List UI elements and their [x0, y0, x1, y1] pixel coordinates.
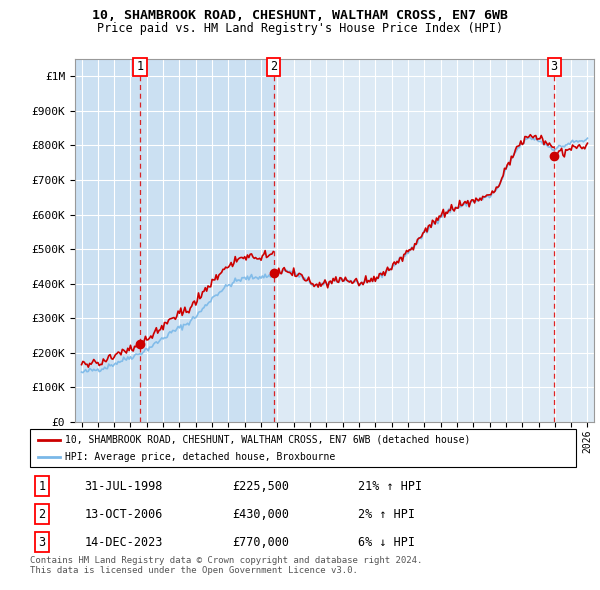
Text: 14-DEC-2023: 14-DEC-2023	[85, 536, 163, 549]
Text: 3: 3	[38, 536, 46, 549]
Bar	[75, 59, 274, 422]
Text: £225,500: £225,500	[232, 480, 289, 493]
Text: 6% ↓ HPI: 6% ↓ HPI	[358, 536, 415, 549]
Text: 2: 2	[38, 508, 46, 521]
Text: 10, SHAMBROOK ROAD, CHESHUNT, WALTHAM CROSS, EN7 6WB: 10, SHAMBROOK ROAD, CHESHUNT, WALTHAM CR…	[92, 9, 508, 22]
Text: Contains HM Land Registry data © Crown copyright and database right 2024.: Contains HM Land Registry data © Crown c…	[30, 556, 422, 565]
Text: £770,000: £770,000	[232, 536, 289, 549]
Bar	[554, 59, 594, 422]
Text: 1: 1	[136, 61, 143, 74]
Text: 2% ↑ HPI: 2% ↑ HPI	[358, 508, 415, 521]
Text: 2: 2	[271, 61, 277, 74]
Text: 31-JUL-1998: 31-JUL-1998	[85, 480, 163, 493]
Text: 10, SHAMBROOK ROAD, CHESHUNT, WALTHAM CROSS, EN7 6WB (detached house): 10, SHAMBROOK ROAD, CHESHUNT, WALTHAM CR…	[65, 435, 471, 445]
Text: 21% ↑ HPI: 21% ↑ HPI	[358, 480, 422, 493]
Text: Price paid vs. HM Land Registry's House Price Index (HPI): Price paid vs. HM Land Registry's House …	[97, 22, 503, 35]
Text: HPI: Average price, detached house, Broxbourne: HPI: Average price, detached house, Brox…	[65, 453, 336, 463]
Text: This data is licensed under the Open Government Licence v3.0.: This data is licensed under the Open Gov…	[30, 566, 358, 575]
Text: £430,000: £430,000	[232, 508, 289, 521]
Text: 3: 3	[551, 61, 558, 74]
Text: 1: 1	[38, 480, 46, 493]
Text: 13-OCT-2006: 13-OCT-2006	[85, 508, 163, 521]
FancyBboxPatch shape	[30, 429, 576, 467]
